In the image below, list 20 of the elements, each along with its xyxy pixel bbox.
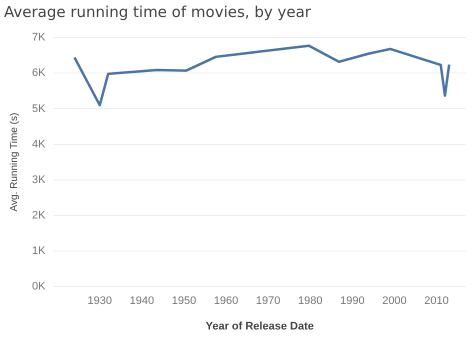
x-tick-label: 1980 bbox=[298, 295, 322, 308]
chart-title: Average running time of movies, by year bbox=[3, 2, 312, 23]
x-tick-label: 1960 bbox=[214, 295, 238, 308]
y-tick-label: 7K bbox=[32, 32, 46, 44]
y-tick-label: 1K bbox=[32, 245, 46, 258]
x-tick-label: 1940 bbox=[130, 295, 154, 308]
x-tick-label: 1930 bbox=[88, 295, 112, 308]
x-tick-label: 1970 bbox=[256, 295, 280, 308]
y-tick-label: 2K bbox=[32, 209, 46, 222]
y-axis-title: Avg. Running Time (s) bbox=[8, 112, 20, 212]
y-tick-label: 4K bbox=[32, 138, 46, 150]
x-tick-label: 2000 bbox=[382, 295, 407, 308]
y-tick-label: 6K bbox=[32, 67, 46, 80]
y-tick-label: 0K bbox=[32, 280, 46, 293]
x-tick-label: 1950 bbox=[172, 295, 196, 308]
x-tick-label: 1990 bbox=[340, 295, 365, 308]
y-tick-label: 5K bbox=[32, 102, 46, 115]
y-tick-label: 3K bbox=[32, 174, 46, 186]
x-tick-label: 2010 bbox=[424, 295, 449, 308]
x-axis-title: Year of Release Date bbox=[206, 320, 314, 332]
